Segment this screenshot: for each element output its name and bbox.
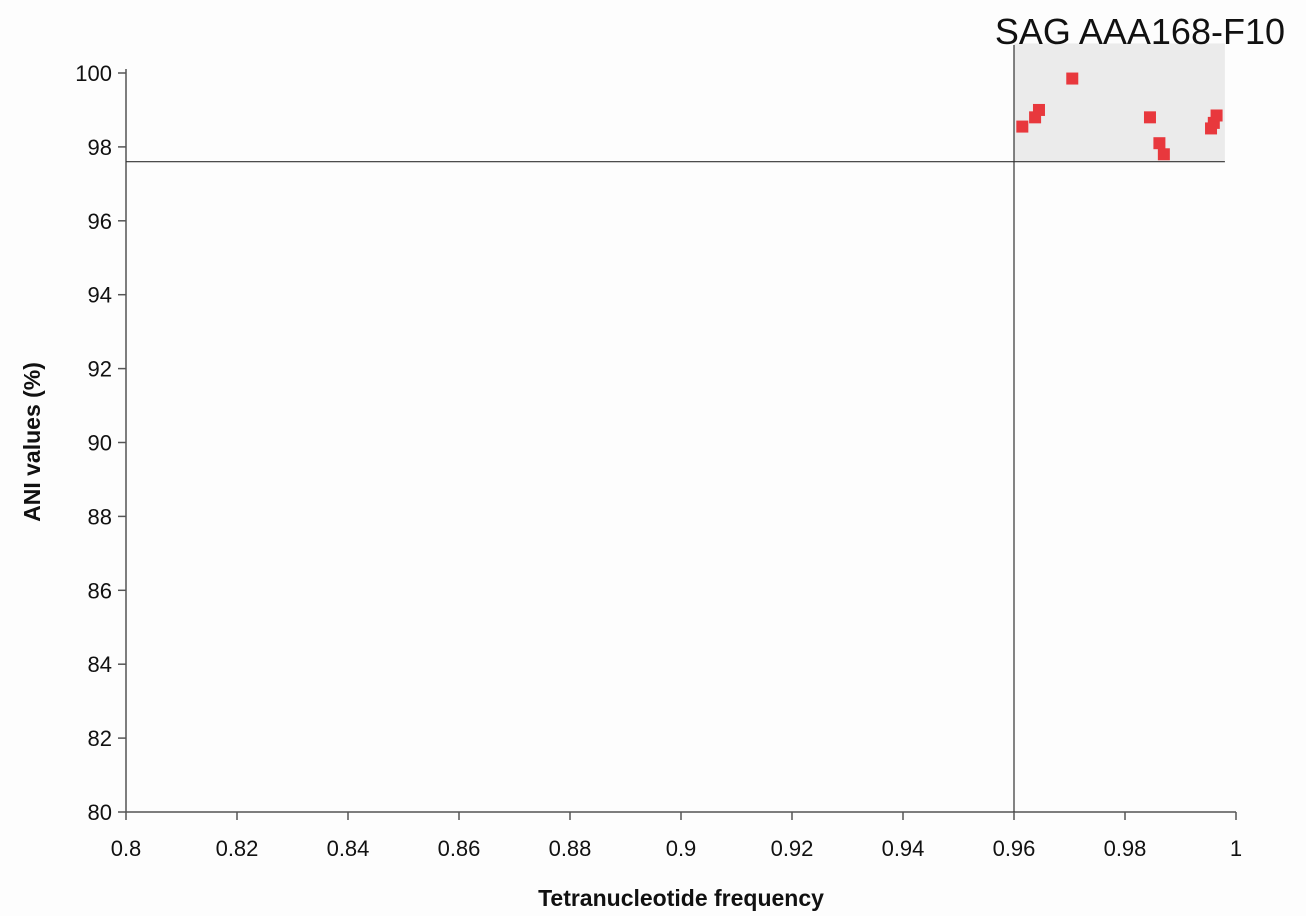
x-tick-label: 0.86 <box>438 836 481 861</box>
highlight-region-layer <box>1014 43 1225 162</box>
chart-title: SAG AAA168-F10 <box>995 11 1285 52</box>
data-point <box>1032 103 1045 116</box>
y-tick-label: 84 <box>88 652 112 677</box>
data-point <box>1210 109 1223 122</box>
x-tick-label: 0.88 <box>549 836 592 861</box>
data-point <box>1157 148 1170 161</box>
y-tick-label: 94 <box>88 283 112 308</box>
y-tick-label: 86 <box>88 578 112 603</box>
y-tick-label: 88 <box>88 504 112 529</box>
y-tick-label: 82 <box>88 726 112 751</box>
data-point <box>1066 72 1079 85</box>
data-point <box>1143 111 1156 124</box>
y-tick-label: 96 <box>88 209 112 234</box>
y-tick-labels: 80 82 84 86 88 90 92 94 96 98 100 <box>75 61 112 825</box>
y-tick-label: 98 <box>88 135 112 160</box>
x-tick-label: 0.8 <box>111 836 142 861</box>
x-tick-label: 0.94 <box>882 836 925 861</box>
data-point <box>1016 120 1029 133</box>
data-points <box>1016 72 1223 161</box>
axes <box>118 69 1237 820</box>
x-tick-labels: 0.8 0.82 0.84 0.86 0.88 0.9 0.92 0.94 0.96 0.98 1 <box>111 836 1242 861</box>
x-axis-title: Tetranucleotide frequency <box>538 885 824 911</box>
x-tick-label: 0.9 <box>666 836 697 861</box>
y-tick-label: 100 <box>75 61 112 86</box>
highlight-region <box>1014 43 1225 162</box>
threshold-lines <box>126 45 1225 812</box>
data-point <box>1153 137 1166 150</box>
x-tick-label: 0.96 <box>993 836 1036 861</box>
y-axis-title: ANI values (%) <box>19 362 45 522</box>
y-tick-label: 90 <box>88 431 112 456</box>
x-tick-label: 0.84 <box>327 836 370 861</box>
x-tick-label: 0.82 <box>216 836 259 861</box>
x-tick-label: 0.98 <box>1104 836 1147 861</box>
x-tick-label: 0.92 <box>771 836 814 861</box>
x-tick-label: 1 <box>1230 836 1242 861</box>
y-tick-label: 92 <box>88 357 112 382</box>
y-tick-label: 80 <box>88 800 112 825</box>
